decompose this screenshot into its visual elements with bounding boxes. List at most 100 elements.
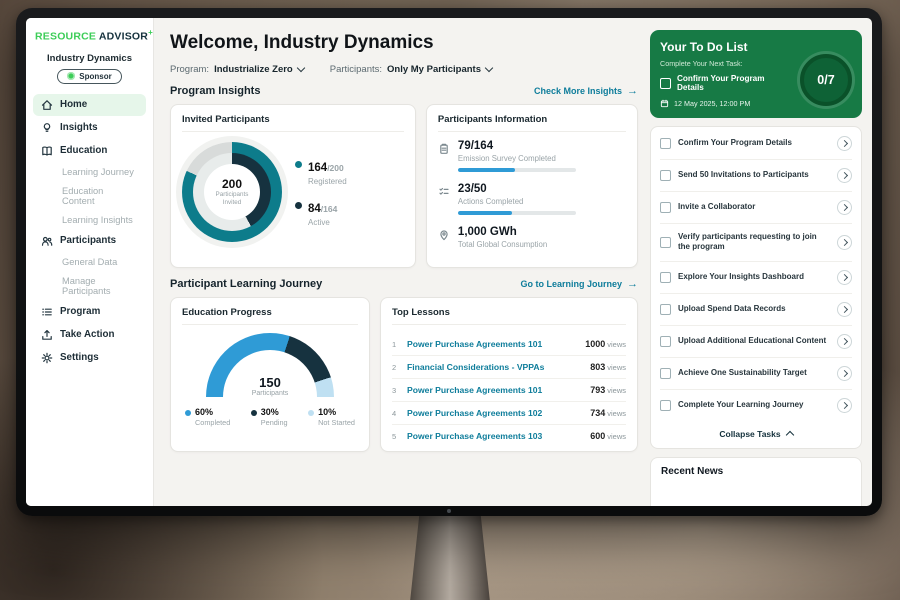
chevron-right-button[interactable] xyxy=(837,333,852,349)
chevron-right-button[interactable] xyxy=(837,397,852,413)
go-to-learning-journey-link[interactable]: Go to Learning Journey → xyxy=(520,277,638,290)
chevron-down-icon xyxy=(484,63,494,73)
todo-subtitle: Complete Your Next Task: xyxy=(660,59,743,68)
lesson-views-unit: views xyxy=(607,363,626,372)
chevron-right-icon xyxy=(840,203,848,212)
checkbox[interactable] xyxy=(660,399,671,411)
chevron-right-button[interactable] xyxy=(837,200,852,215)
lesson-views: 600 xyxy=(590,431,606,441)
checkbox[interactable] xyxy=(660,138,671,149)
stat-value: 79/164 xyxy=(457,140,494,152)
task-label: Verify participants requesting to join t… xyxy=(678,232,817,252)
stat-global-consumption: 1,000 GWh Total Global Consumption xyxy=(438,226,626,254)
sidebar-item-general-data[interactable]: General Data xyxy=(33,253,146,271)
lesson-link[interactable]: Power Purchase Agreements 103 xyxy=(407,431,543,441)
chevron-right-button[interactable] xyxy=(837,168,852,183)
checkbox[interactable] xyxy=(660,367,671,379)
sidebar-item-label: Take Action xyxy=(60,329,115,340)
link-label: Check More Insights xyxy=(533,86,622,96)
learning-journey-cards: Education Progress 150 Participants xyxy=(170,297,638,452)
gauge-center-value: 150 xyxy=(259,375,281,390)
arrow-right-icon: → xyxy=(627,277,638,290)
dashboard-screen: RESOURCE ADVISOR+ Industry Dynamics Spon… xyxy=(26,18,872,506)
todo-summary-card: Your To Do List Complete Your Next Task:… xyxy=(650,30,862,118)
sidebar-item-label: Home xyxy=(60,99,88,110)
app-logo: RESOURCE ADVISOR+ xyxy=(33,28,153,43)
task-label: Achieve One Sustainability Target xyxy=(678,368,807,378)
legend-label: Completed xyxy=(195,418,231,427)
sidebar-item-education-content[interactable]: Education Content xyxy=(33,182,146,210)
legend-label: Pending xyxy=(260,418,288,427)
checkbox[interactable] xyxy=(660,271,671,283)
donut-center-value: 200 xyxy=(221,176,243,191)
chevron-right-button[interactable] xyxy=(837,136,852,151)
collapse-tasks-link[interactable]: Collapse Tasks xyxy=(660,421,852,447)
legend-pct: 30% xyxy=(260,407,279,417)
bulb-icon xyxy=(41,122,53,134)
task-row: Complete Your Learning Journey xyxy=(660,390,852,421)
legend-label: Active xyxy=(308,217,330,227)
chevron-right-icon xyxy=(840,273,848,281)
monitor-stand xyxy=(410,512,490,600)
progress-bar xyxy=(457,211,576,215)
task-row: Verify participants requesting to join t… xyxy=(660,224,852,262)
task-row: Invite a Collaborator xyxy=(660,192,852,224)
todo-due-date: 12 May 2025, 12:00 PM xyxy=(674,99,751,108)
check-more-insights-link[interactable]: Check More Insights → xyxy=(533,85,638,97)
program-select[interactable]: Program: Industrialize Zero xyxy=(170,63,305,75)
chevron-right-button[interactable] xyxy=(837,234,852,250)
sidebar-item-label: Program xyxy=(60,306,101,317)
program-insights-cards: Invited Participants 200 Participants In… xyxy=(170,104,638,268)
checkbox[interactable] xyxy=(660,77,671,89)
sidebar-item-education[interactable]: Education xyxy=(33,140,146,162)
sidebar-item-learning-journey[interactable]: Learning Journey xyxy=(33,163,146,181)
lesson-views-unit: views xyxy=(607,386,626,395)
sidebar-item-label: Education xyxy=(60,145,108,156)
legend-item-active: 84/164 Active xyxy=(295,199,347,227)
home-icon xyxy=(41,99,53,111)
sidebar-item-label: Learning Insights xyxy=(62,214,133,225)
chevron-right-button[interactable] xyxy=(837,365,852,381)
card-title: Top Lessons xyxy=(392,307,626,325)
checkbox[interactable] xyxy=(660,303,671,315)
legend-item-pending: 30% Pending xyxy=(250,407,288,427)
legend-item-completed: 60% Completed xyxy=(185,407,230,427)
checkbox[interactable] xyxy=(660,202,671,213)
sidebar-item-insights[interactable]: Insights xyxy=(33,117,146,139)
participants-select-label: Participants: xyxy=(329,64,383,75)
lesson-row: 4 Power Purchase Agreements 102 734 views xyxy=(392,402,626,425)
lesson-link[interactable]: Power Purchase Agreements 101 xyxy=(407,339,543,349)
list-icon xyxy=(41,306,53,318)
chevron-right-button[interactable] xyxy=(837,301,852,317)
lesson-views-unit: views xyxy=(607,340,626,349)
chevron-right-icon xyxy=(840,369,848,377)
chevron-right-button[interactable] xyxy=(837,269,852,285)
legend-item-registered: 164/200 Registered xyxy=(295,158,347,186)
task-row: Upload Spend Data Records xyxy=(660,294,852,326)
lesson-link[interactable]: Power Purchase Agreements 102 xyxy=(407,408,543,418)
todo-progress-ring: 0/7 xyxy=(800,54,852,106)
stat-actions-completed: 23/50 Actions Completed xyxy=(438,183,626,215)
sidebar-item-learning-insights[interactable]: Learning Insights xyxy=(33,211,146,229)
progress-fill xyxy=(457,168,515,172)
lesson-row: 1 Power Purchase Agreements 101 1000 view… xyxy=(392,333,626,356)
lesson-link[interactable]: Financial Considerations - VPPAs xyxy=(407,362,545,372)
chevron-right-icon xyxy=(840,337,848,345)
sidebar-item-settings[interactable]: Settings xyxy=(33,347,146,369)
lesson-rank: 1 xyxy=(392,339,397,349)
sidebar-item-take-action[interactable]: Take Action xyxy=(33,324,146,346)
sidebar-item-program[interactable]: Program xyxy=(33,301,146,323)
lesson-row: 5 Power Purchase Agreements 103 600 views xyxy=(392,425,626,447)
checkbox[interactable] xyxy=(660,170,671,181)
lesson-link[interactable]: Power Purchase Agreements 101 xyxy=(407,385,543,395)
sponsor-badge: Sponsor xyxy=(57,68,122,84)
sidebar-item-manage-participants[interactable]: Manage Participants xyxy=(33,272,146,300)
participants-select[interactable]: Participants: Only My Participants xyxy=(329,63,494,75)
checkbox[interactable] xyxy=(660,335,671,347)
lesson-views-unit: views xyxy=(607,409,626,418)
sidebar-item-participants[interactable]: Participants xyxy=(33,230,146,252)
legend-dot xyxy=(295,160,302,168)
checkbox[interactable] xyxy=(660,236,671,248)
task-label: Explore Your Insights Dashboard xyxy=(678,272,804,282)
sidebar-item-home[interactable]: Home xyxy=(33,93,146,116)
